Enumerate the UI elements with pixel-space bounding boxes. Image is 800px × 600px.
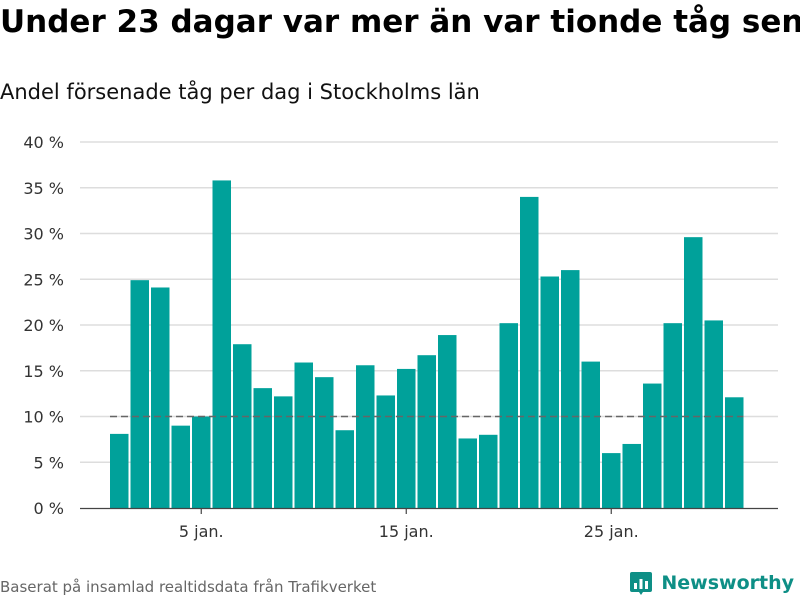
bar	[171, 425, 190, 508]
bar	[417, 355, 436, 508]
bar	[520, 196, 539, 508]
bar	[540, 276, 559, 508]
y-tick-label: 25 %	[23, 270, 64, 289]
bar	[294, 362, 313, 508]
source-note: Baserat på insamlad realtidsdata från Tr…	[0, 578, 377, 596]
chart-subtitle: Andel försenade tåg per dag i Stockholms…	[0, 80, 480, 104]
bar	[622, 443, 641, 508]
brand-name: Newsworthy	[661, 572, 794, 594]
bar	[704, 320, 723, 508]
chart-title: Under 23 dagar var mer än var tionde tåg…	[0, 4, 800, 40]
bar	[130, 280, 149, 508]
bar	[397, 368, 416, 508]
bar	[458, 438, 477, 508]
bar	[356, 365, 375, 508]
bar	[376, 395, 395, 508]
y-tick-label: 10 %	[23, 408, 64, 427]
bar	[315, 377, 334, 508]
y-tick-label: 5 %	[34, 453, 64, 472]
bar	[561, 270, 580, 508]
bar	[192, 416, 211, 508]
y-axis-tick-labels: 0 % 5 % 10 % 15 % 20 % 25 % 30 % 35 % 40 %	[23, 133, 64, 518]
y-tick-label: 35 %	[23, 179, 64, 198]
bars	[110, 180, 744, 508]
bar	[253, 388, 272, 508]
bar	[499, 323, 518, 508]
bar-chart-logo-icon	[630, 572, 653, 595]
bar	[643, 383, 662, 508]
bar	[151, 287, 170, 508]
bar	[479, 434, 498, 508]
bar	[335, 430, 354, 508]
brand: Newsworthy	[629, 568, 794, 598]
bar	[725, 397, 744, 508]
y-tick-label: 20 %	[23, 316, 64, 335]
bar	[274, 396, 293, 508]
x-tick-label: 25 jan.	[584, 522, 639, 541]
x-axis: 5 jan. 15 jan. 25 jan.	[80, 507, 778, 541]
y-tick-label: 15 %	[23, 362, 64, 381]
y-tick-label: 30 %	[23, 225, 64, 244]
bar	[684, 237, 703, 508]
bar	[602, 453, 621, 508]
bar	[438, 335, 457, 508]
x-tick-label: 15 jan.	[379, 522, 434, 541]
y-tick-label: 40 %	[23, 133, 64, 152]
bar	[663, 323, 682, 508]
x-tick-label: 5 jan.	[179, 522, 224, 541]
bar	[581, 361, 600, 508]
bar	[233, 344, 252, 508]
bar	[110, 433, 129, 508]
y-tick-label: 0 %	[34, 499, 64, 518]
bar	[212, 180, 231, 508]
